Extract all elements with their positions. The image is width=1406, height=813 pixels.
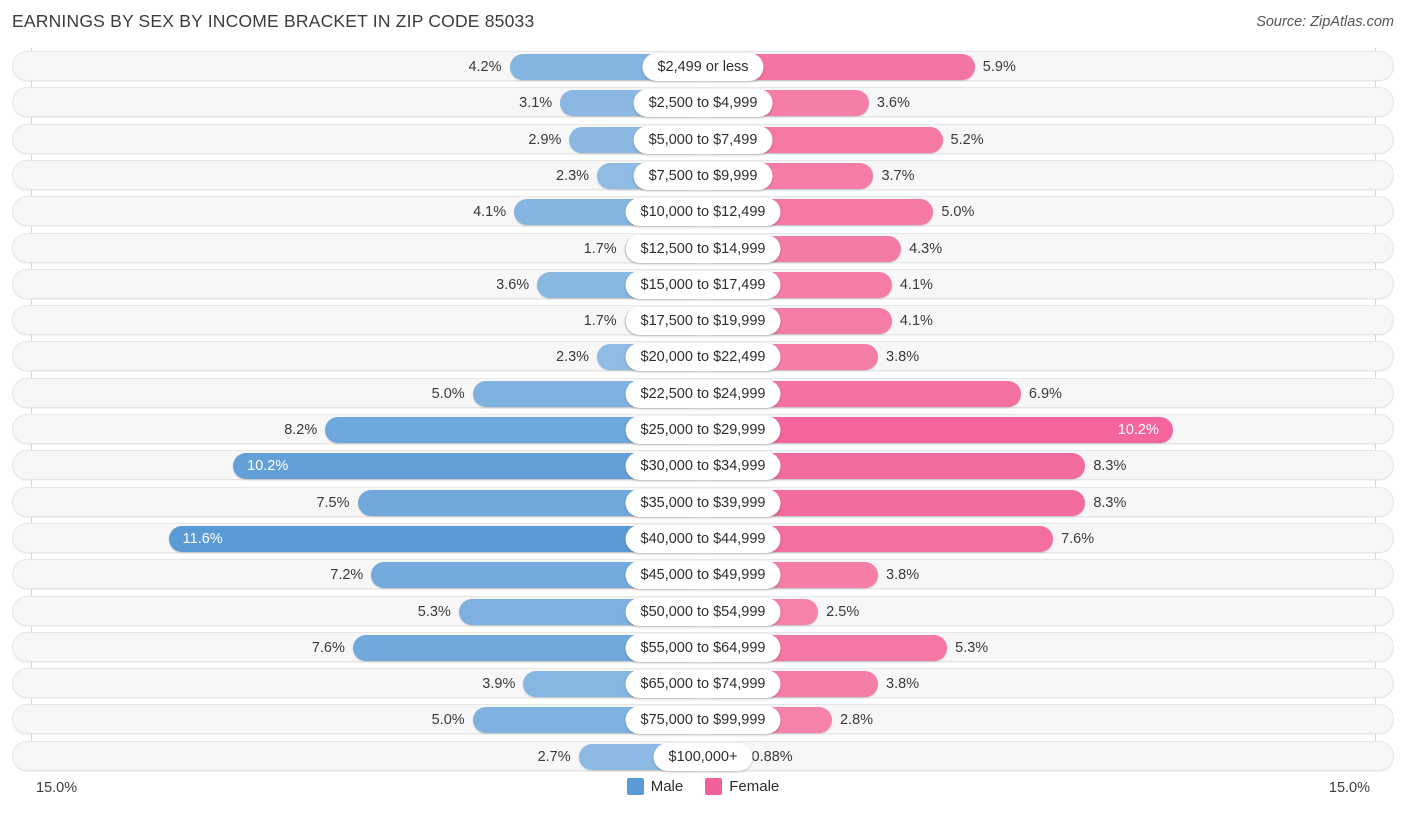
bar-value-female: 7.6% — [1061, 530, 1095, 547]
bar-value-female: 3.6% — [876, 95, 910, 112]
table-row[interactable]: 5.0% 6.9% $22,500 to $24,999 — [12, 377, 1394, 408]
legend-label-female: Female — [729, 778, 780, 795]
table-row[interactable]: 7.2% 3.8% $45,000 to $49,999 — [12, 559, 1394, 590]
table-row[interactable]: 3.6% 4.1% $15,000 to $17,499 — [12, 268, 1394, 299]
axis-line-right — [1375, 48, 1376, 768]
bar-value-male: 7.2% — [330, 567, 364, 584]
table-row[interactable]: 8.2% 10.2% $25,000 to $29,999 — [12, 414, 1394, 444]
bar-value-male: 3.6% — [496, 276, 530, 293]
bar-value-female: 10.2% — [1117, 422, 1159, 438]
category-label: $2,500 to $4,999 — [633, 89, 773, 118]
table-row[interactable]: 2.7% 0.88% $100,000+ — [12, 740, 1394, 771]
table-row[interactable]: 4.1% 5.0% $10,000 to $12,499 — [12, 196, 1394, 227]
bar-value-male: 10.2% — [247, 458, 289, 475]
table-row[interactable]: 1.7% 4.3% $12,500 to $14,999 — [12, 232, 1394, 263]
axis-label-right: 15.0% — [1328, 780, 1370, 796]
bar-value-female: 4.1% — [899, 313, 933, 330]
bar-value-female: 4.3% — [909, 240, 943, 257]
category-label: $2,499 or less — [642, 53, 764, 81]
chart-legend: Male Female — [0, 778, 1406, 795]
table-row[interactable]: 3.9% 3.8% $65,000 to $74,999 — [12, 668, 1394, 699]
female-swatch-icon — [705, 778, 723, 795]
bar-value-female: 8.3% — [1093, 494, 1127, 511]
source-attribution: Source: ZipAtlas.com — [1256, 14, 1394, 30]
category-label: $7,500 to $9,999 — [633, 161, 773, 190]
category-label: $45,000 to $49,999 — [625, 561, 781, 590]
category-label: $75,000 to $99,999 — [625, 706, 781, 735]
bar-value-female: 0.88% — [751, 748, 793, 765]
table-row[interactable]: 11.6% 7.6% $40,000 to $44,999 — [12, 522, 1394, 553]
bar-value-female: 5.3% — [955, 639, 989, 656]
bar-value-female: 3.8% — [886, 349, 920, 366]
bar-value-male: 5.3% — [417, 603, 451, 620]
bar-value-female: 8.3% — [1093, 458, 1127, 475]
table-row[interactable]: 5.3% 2.5% $50,000 to $54,999 — [12, 595, 1394, 626]
bar-value-female: 5.2% — [950, 131, 984, 148]
bar-value-male: 5.0% — [431, 712, 465, 729]
bar-value-male: 5.0% — [431, 385, 465, 402]
category-label: $15,000 to $17,499 — [625, 270, 781, 299]
category-label: $17,500 to $19,999 — [625, 307, 781, 336]
bar-value-female: 2.8% — [839, 712, 874, 729]
category-label: $12,500 to $14,999 — [625, 234, 781, 263]
bar-value-male: 3.1% — [519, 95, 553, 112]
bar-value-male: 1.7% — [583, 240, 617, 257]
bar-male[interactable] — [233, 453, 703, 480]
table-row[interactable]: 7.6% 5.3% $55,000 to $64,999 — [12, 631, 1394, 662]
table-row[interactable]: 10.2% 8.3% $30,000 to $34,999 — [12, 450, 1394, 481]
bar-value-male: 4.1% — [473, 204, 507, 221]
table-row[interactable]: 3.1% 3.6% $2,500 to $4,999 — [12, 87, 1394, 118]
table-row[interactable]: 7.5% 8.3% $35,000 to $39,999 — [12, 486, 1394, 517]
bar-value-female: 6.9% — [1028, 385, 1062, 402]
bar-value-female: 5.0% — [941, 204, 975, 221]
bar-value-male: 7.5% — [316, 494, 350, 511]
category-label: $40,000 to $44,999 — [625, 524, 781, 553]
bar-value-female: 5.9% — [982, 59, 1016, 75]
bar-value-male: 11.6% — [182, 530, 223, 547]
bar-female[interactable] — [703, 417, 1173, 443]
axis-label-left: 15.0% — [36, 780, 78, 796]
male-swatch-icon — [626, 778, 644, 795]
axis-line-left — [31, 48, 32, 768]
bar-value-female: 4.1% — [899, 276, 933, 293]
category-label: $22,500 to $24,999 — [625, 379, 781, 408]
page-title: EARNINGS BY SEX BY INCOME BRACKET IN ZIP… — [12, 11, 535, 31]
bar-value-male: 8.2% — [284, 422, 318, 438]
bar-value-female: 2.5% — [826, 603, 860, 620]
category-label: $25,000 to $29,999 — [625, 416, 781, 444]
chart-plot-area: 4.2% 5.9% $2,499 or less 3.1% 3.6% $2,500 to … — [0, 48, 1406, 774]
table-row[interactable]: 2.3% 3.8% $20,000 to $22,499 — [12, 341, 1394, 372]
table-row[interactable]: 4.2% 5.9% $2,499 or less — [12, 51, 1394, 81]
bar-male[interactable] — [168, 525, 703, 552]
category-label: $50,000 to $54,999 — [625, 597, 781, 626]
table-row[interactable]: 2.3% 3.7% $7,500 to $9,999 — [12, 159, 1394, 190]
legend-item-male[interactable]: Male — [626, 778, 684, 795]
bar-value-male: 7.6% — [311, 639, 345, 656]
legend-label-male: Male — [650, 778, 684, 795]
bar-value-male: 2.3% — [555, 349, 590, 366]
category-label: $10,000 to $12,499 — [625, 198, 781, 227]
bar-value-male: 4.2% — [468, 59, 502, 75]
category-label: $55,000 to $64,999 — [625, 633, 781, 662]
bar-value-male: 2.7% — [537, 748, 571, 765]
category-label: $30,000 to $34,999 — [625, 452, 781, 481]
category-label: $100,000+ — [653, 742, 753, 771]
category-label: $5,000 to $7,499 — [633, 125, 773, 154]
table-row[interactable]: 5.0% 2.8% $75,000 to $99,999 — [12, 704, 1394, 735]
table-row[interactable]: 1.7% 4.1% $17,500 to $19,999 — [12, 305, 1394, 336]
bar-value-male: 2.9% — [528, 131, 562, 148]
bar-value-male: 3.9% — [482, 676, 516, 693]
category-label: $20,000 to $22,499 — [625, 343, 781, 372]
legend-item-female[interactable]: Female — [705, 778, 779, 795]
table-row[interactable]: 2.9% 5.2% $5,000 to $7,499 — [12, 123, 1394, 154]
bar-value-female: 3.8% — [886, 567, 920, 584]
bar-value-female: 3.8% — [886, 676, 920, 693]
bar-value-male: 2.3% — [555, 167, 590, 184]
category-label: $65,000 to $74,999 — [625, 670, 781, 699]
bar-value-female: 3.7% — [881, 167, 915, 184]
bar-value-male: 1.7% — [583, 313, 617, 330]
category-label: $35,000 to $39,999 — [625, 488, 781, 517]
